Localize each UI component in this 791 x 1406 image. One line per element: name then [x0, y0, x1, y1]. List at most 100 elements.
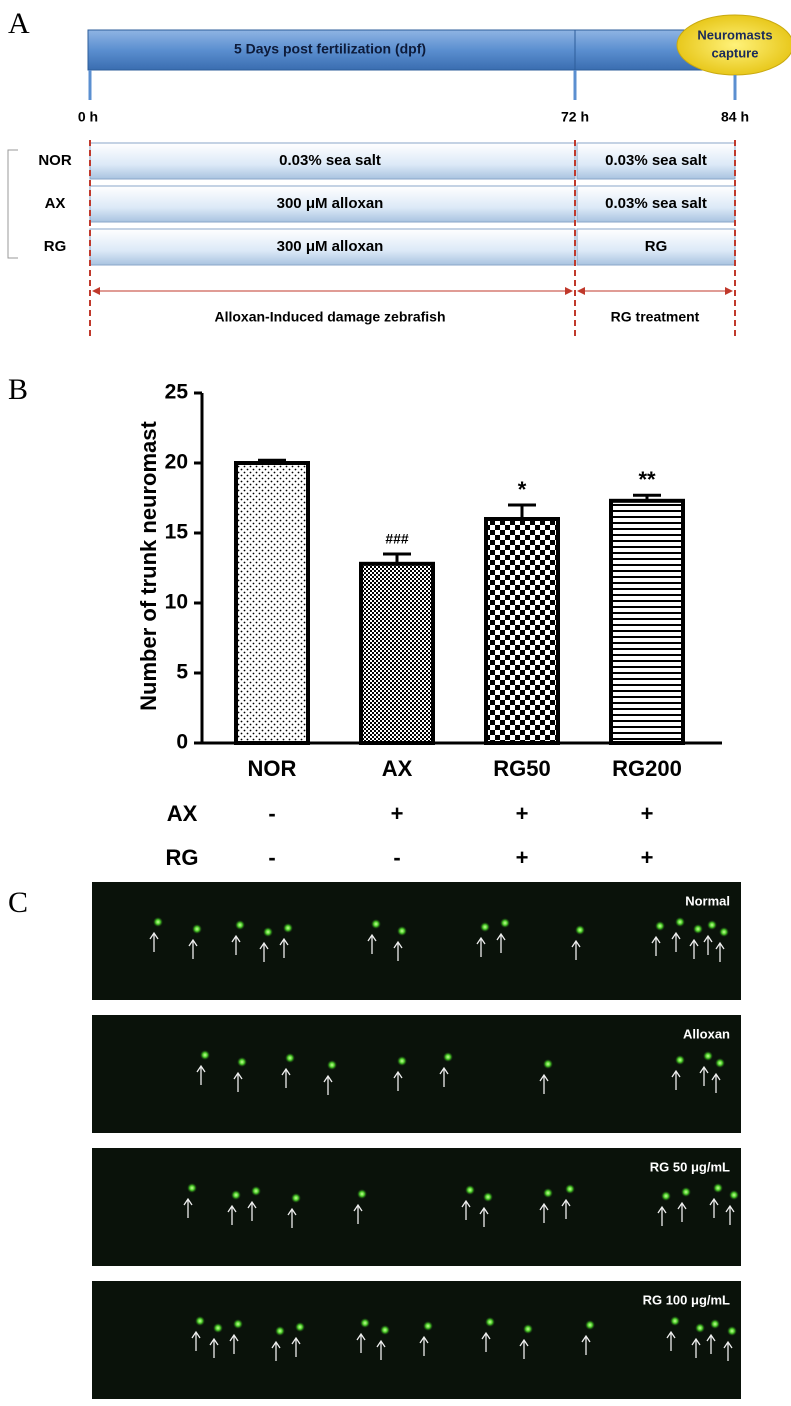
neuromast	[192, 924, 202, 934]
arrow	[229, 1333, 239, 1354]
treatment-label: AX	[167, 801, 198, 826]
x-tick-label: RG50	[493, 756, 550, 781]
arrow	[539, 1202, 549, 1223]
neuromast	[465, 1185, 475, 1195]
panel-label: C	[8, 886, 28, 919]
image-label: RG 50 μg/mL	[650, 1159, 730, 1174]
neuromast	[707, 920, 717, 930]
arrow	[709, 1197, 719, 1218]
neuromast	[713, 1183, 723, 1193]
significance-label: *	[518, 477, 527, 502]
phase-label: 300 μM alloxan	[277, 238, 384, 255]
arrow	[419, 1335, 429, 1356]
neuromast	[443, 1052, 453, 1062]
neuromast	[693, 924, 703, 934]
arrow	[356, 1332, 366, 1353]
arrow	[393, 940, 403, 961]
arrow	[581, 1334, 591, 1355]
arrow	[539, 1073, 549, 1094]
neuromast	[523, 1324, 533, 1334]
fluorescence-image	[92, 1148, 741, 1266]
panel-label: B	[8, 373, 28, 406]
neuromast	[295, 1322, 305, 1332]
neuromast	[710, 1319, 720, 1329]
treatment-sign: -	[393, 845, 400, 870]
neuromast	[213, 1323, 223, 1333]
neuromast	[263, 927, 273, 937]
phase-label: 0.03% sea salt	[279, 152, 381, 169]
arrow	[651, 935, 661, 956]
neuromast	[231, 1190, 241, 1200]
group-label: RG	[44, 238, 67, 255]
arrow	[231, 934, 241, 955]
error-bar	[383, 552, 411, 564]
neuromast	[237, 1057, 247, 1067]
arrow	[677, 1201, 687, 1222]
arrow	[706, 1333, 716, 1354]
neuromast	[703, 1051, 713, 1061]
span-label: RG treatment	[611, 309, 700, 325]
neuromast	[719, 927, 729, 937]
neuromast	[543, 1188, 553, 1198]
arrow	[188, 938, 198, 959]
neuromast	[480, 922, 490, 932]
neuromast	[655, 921, 665, 931]
neuromast	[380, 1325, 390, 1335]
arrow	[291, 1336, 301, 1357]
neuromast	[483, 1192, 493, 1202]
neuromast	[661, 1191, 671, 1201]
group-label: NOR	[38, 152, 72, 169]
group-label: AX	[45, 195, 66, 212]
arrow	[723, 1340, 733, 1361]
arrow	[481, 1331, 491, 1352]
neuromast	[285, 1053, 295, 1063]
phase-label: RG	[645, 238, 668, 255]
x-tick-label: AX	[382, 756, 413, 781]
arrow	[461, 1199, 471, 1220]
phase-label: 0.03% sea salt	[605, 152, 707, 169]
neuromast	[283, 923, 293, 933]
neuromast	[275, 1326, 285, 1336]
neuromast	[695, 1323, 705, 1333]
y-axis-label: Number of trunk neuromast	[136, 420, 161, 710]
significance-label: **	[638, 467, 656, 492]
arrow	[671, 1069, 681, 1090]
phase-bar	[576, 142, 736, 180]
neuromast	[251, 1186, 261, 1196]
error-bar	[508, 503, 536, 519]
arrow	[323, 1074, 333, 1095]
neuromast	[500, 918, 510, 928]
bar	[359, 561, 435, 745]
image-label: Alloxan	[683, 1026, 730, 1041]
arrow	[287, 1207, 297, 1228]
arrow	[571, 939, 581, 960]
arrow	[393, 1070, 403, 1091]
phase-bar	[576, 228, 736, 266]
image-label: RG 100 μg/mL	[643, 1292, 730, 1307]
arrow	[699, 1065, 709, 1086]
arrow	[671, 931, 681, 952]
arrow	[209, 1337, 219, 1358]
arrow	[496, 932, 506, 953]
neuromast	[675, 917, 685, 927]
arrow	[233, 1071, 243, 1092]
arrow	[715, 941, 725, 962]
neuromast	[715, 1058, 725, 1068]
arrow	[279, 937, 289, 958]
neuromast	[585, 1320, 595, 1330]
x-tick-label: RG200	[612, 756, 682, 781]
span-label: Alloxan-Induced damage zebrafish	[214, 309, 445, 325]
fluorescence-image	[92, 1015, 741, 1133]
neuromast	[291, 1193, 301, 1203]
y-tick-label: 5	[176, 661, 188, 684]
y-tick-label: 0	[176, 731, 188, 754]
y-tick-label: 20	[165, 451, 188, 474]
neuromast	[670, 1316, 680, 1326]
arrow	[183, 1197, 193, 1218]
bar	[234, 461, 310, 745]
arrow	[439, 1066, 449, 1087]
neuromast	[485, 1317, 495, 1327]
bar	[609, 498, 685, 745]
phase-bar	[89, 228, 576, 266]
